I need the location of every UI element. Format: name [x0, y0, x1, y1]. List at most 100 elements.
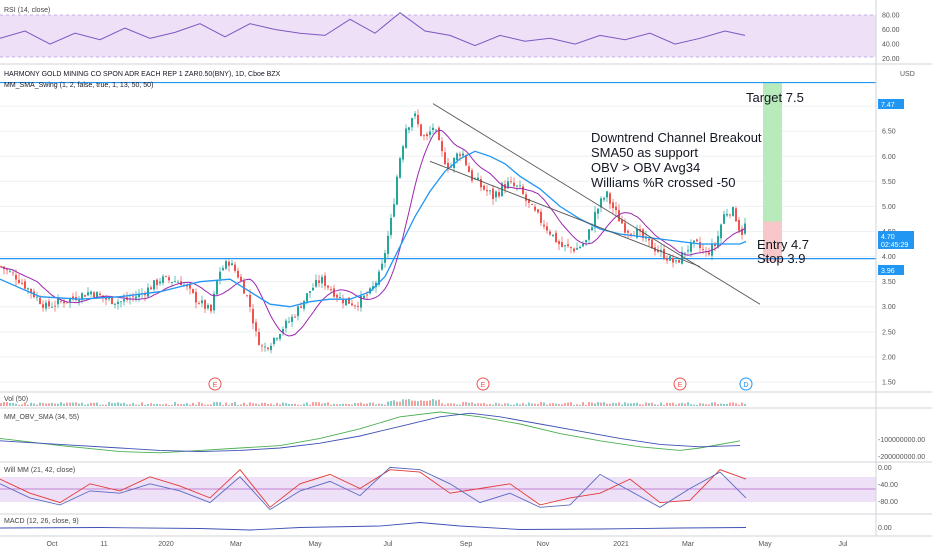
- volume-bar: [87, 403, 89, 406]
- dividend-marker[interactable]: D: [739, 377, 753, 391]
- volume-bar: [345, 403, 347, 406]
- volume-bar: [126, 404, 128, 406]
- annotation-line-3: OBV > OBV Avg34: [591, 160, 700, 175]
- candle-body: [207, 305, 209, 309]
- candle-body: [261, 345, 263, 347]
- earnings-marker-3-circle: [673, 377, 687, 391]
- time-tick-label: Oct: [47, 541, 58, 548]
- candle-body: [87, 292, 89, 296]
- candle-body: [234, 264, 236, 271]
- volume-bar: [366, 403, 368, 406]
- volume-bar: [642, 404, 644, 406]
- candle-body: [153, 280, 155, 290]
- candle-body: [144, 293, 146, 296]
- volume-bar: [693, 404, 695, 406]
- volume-bar: [561, 404, 563, 406]
- dividend-marker-circle: [739, 377, 753, 391]
- earnings-marker-2[interactable]: E: [476, 377, 490, 391]
- candle-body: [204, 300, 206, 309]
- time-tick-label: Jul: [384, 541, 393, 548]
- candle-body: [636, 228, 638, 238]
- candle-body: [210, 304, 212, 312]
- volume-bar: [39, 402, 41, 406]
- candle-body: [540, 211, 542, 223]
- candle-body: [12, 272, 14, 274]
- volume-bar: [129, 404, 131, 406]
- candle-body: [585, 240, 587, 243]
- earnings-marker-3[interactable]: E: [673, 377, 687, 391]
- time-tick-label: Mar: [230, 541, 243, 548]
- volume-bar: [540, 402, 542, 406]
- volume-bar: [270, 403, 272, 406]
- volume-bar: [432, 399, 434, 406]
- volume-bar: [150, 403, 152, 406]
- rsi-tick-label: 40.00: [882, 42, 900, 49]
- volume-bar: [678, 403, 680, 406]
- candle-body: [45, 302, 47, 309]
- volume-bar: [60, 402, 62, 406]
- volume-bar: [675, 404, 677, 406]
- candle-body: [57, 298, 59, 305]
- volume-bar: [291, 403, 293, 406]
- volume-bar: [372, 402, 374, 406]
- volume-bar: [684, 403, 686, 406]
- candle-body: [150, 287, 152, 290]
- candle-body: [678, 260, 680, 263]
- volume-bar: [672, 402, 674, 406]
- volume-bar: [336, 404, 338, 406]
- candle-body: [699, 242, 701, 248]
- volume-bar: [378, 403, 380, 406]
- volume-bar: [351, 404, 353, 406]
- candle-body: [525, 194, 527, 201]
- volume-bar: [405, 399, 407, 406]
- volume-bar: [120, 403, 122, 406]
- candle-body: [48, 301, 50, 307]
- candle-body: [81, 293, 83, 299]
- candle-body: [189, 284, 191, 289]
- volume-bar: [471, 402, 473, 406]
- earnings-marker-1[interactable]: E: [208, 377, 222, 391]
- candle-body: [444, 152, 446, 165]
- volume-bar: [714, 402, 716, 406]
- volume-bar: [12, 402, 14, 406]
- candle-body: [249, 294, 251, 307]
- candle-body: [522, 186, 524, 195]
- candle-body: [561, 242, 563, 247]
- volume-bar: [300, 404, 302, 406]
- volume-bar: [15, 403, 17, 406]
- volume-bar: [174, 402, 176, 406]
- volume-bar: [435, 400, 437, 406]
- candle-body: [333, 288, 335, 297]
- candle-body: [228, 261, 230, 266]
- candle-body: [270, 345, 272, 351]
- volume-bar: [633, 403, 635, 406]
- volume-bar: [420, 400, 422, 406]
- candle-body: [462, 153, 464, 156]
- candle-body: [9, 271, 11, 273]
- volume-bar: [246, 404, 248, 406]
- volume-bar: [390, 400, 392, 406]
- candle-body: [345, 299, 347, 306]
- volume-bar: [207, 404, 209, 406]
- volume-bar: [375, 404, 377, 406]
- volume-bar: [492, 404, 494, 406]
- volume-bar: [228, 404, 230, 406]
- volume-bar: [369, 402, 371, 406]
- volume-bar: [252, 403, 254, 406]
- time-tick-label: May: [308, 541, 322, 548]
- candle-body: [672, 258, 674, 263]
- candle-body: [507, 181, 509, 189]
- volume-bar: [477, 403, 479, 406]
- volume-bar: [408, 399, 410, 406]
- candle-body: [603, 197, 605, 200]
- annotation-line-4: Williams %R crossed -50: [591, 175, 735, 190]
- volume-bar: [255, 403, 257, 406]
- price-tick-label: 3.00: [882, 304, 896, 311]
- volume-bar: [546, 404, 548, 406]
- volume-bar: [399, 401, 401, 406]
- volume-bar: [393, 400, 395, 406]
- candle-body: [84, 295, 86, 297]
- candle-body: [42, 304, 44, 308]
- candle-body: [93, 292, 95, 298]
- volume-bar: [261, 402, 263, 406]
